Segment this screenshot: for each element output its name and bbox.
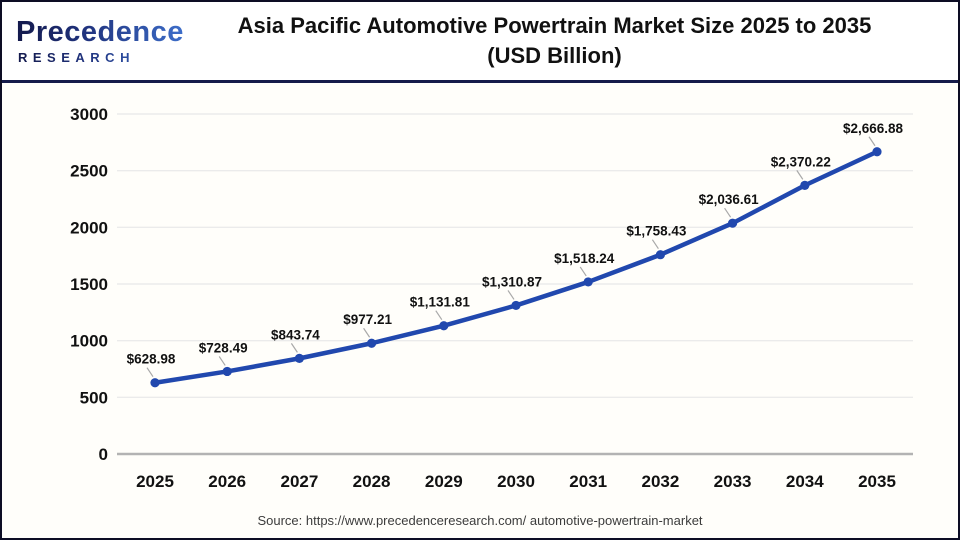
svg-text:$1,310.87: $1,310.87 (482, 274, 542, 289)
line-chart: 0 500 1000 1500 2000 2500 3000 2025 2026 2027 2028… (70, 105, 913, 491)
svg-text:2026: 2026 (208, 472, 246, 491)
svg-text:$2,666.88: $2,666.88 (843, 121, 904, 136)
svg-text:$2,370.22: $2,370.22 (771, 154, 831, 169)
svg-text:2032: 2032 (641, 472, 679, 491)
chart-area: 0 500 1000 1500 2000 2500 3000 2025 2026 2027 2028… (2, 83, 958, 538)
svg-text:2035: 2035 (858, 472, 896, 491)
source-citation: Source: https://www.precedenceresearch.c… (257, 513, 703, 528)
svg-text:2034: 2034 (786, 472, 824, 491)
svg-text:$1,518.24: $1,518.24 (554, 251, 615, 266)
svg-text:2029: 2029 (425, 472, 463, 491)
svg-text:$1,758.43: $1,758.43 (626, 224, 687, 239)
svg-text:$728.49: $728.49 (199, 340, 248, 355)
logo-wordmark: Precedence (16, 17, 191, 47)
svg-text:1000: 1000 (70, 332, 108, 351)
svg-text:$2,036.61: $2,036.61 (699, 192, 760, 207)
chart-subtitle: (USD Billion) (487, 43, 622, 68)
chart-title-block: Asia Pacific Automotive Powertrain Marke… (191, 11, 948, 70)
header: Precedence RESEARCH Asia Pacific Automot… (2, 2, 958, 80)
chart-title: Asia Pacific Automotive Powertrain Marke… (237, 13, 872, 39)
svg-text:$628.98: $628.98 (127, 352, 176, 367)
svg-text:1500: 1500 (70, 275, 108, 294)
svg-text:2000: 2000 (70, 218, 108, 237)
svg-text:2027: 2027 (280, 472, 318, 491)
svg-text:3000: 3000 (70, 105, 108, 124)
svg-text:2500: 2500 (70, 162, 108, 181)
svg-text:$843.74: $843.74 (271, 327, 320, 342)
precedence-research-logo: Precedence RESEARCH (16, 17, 191, 65)
header-divider (2, 80, 958, 83)
svg-text:$1,131.81: $1,131.81 (410, 295, 471, 310)
svg-text:0: 0 (99, 445, 108, 464)
svg-text:2025: 2025 (136, 472, 174, 491)
svg-text:2031: 2031 (569, 472, 607, 491)
svg-text:500: 500 (80, 388, 108, 407)
logo-subtitle: RESEARCH (16, 50, 191, 65)
svg-text:2028: 2028 (353, 472, 391, 491)
svg-text:2030: 2030 (497, 472, 535, 491)
svg-text:$977.21: $977.21 (343, 312, 392, 327)
svg-text:2033: 2033 (714, 472, 752, 491)
